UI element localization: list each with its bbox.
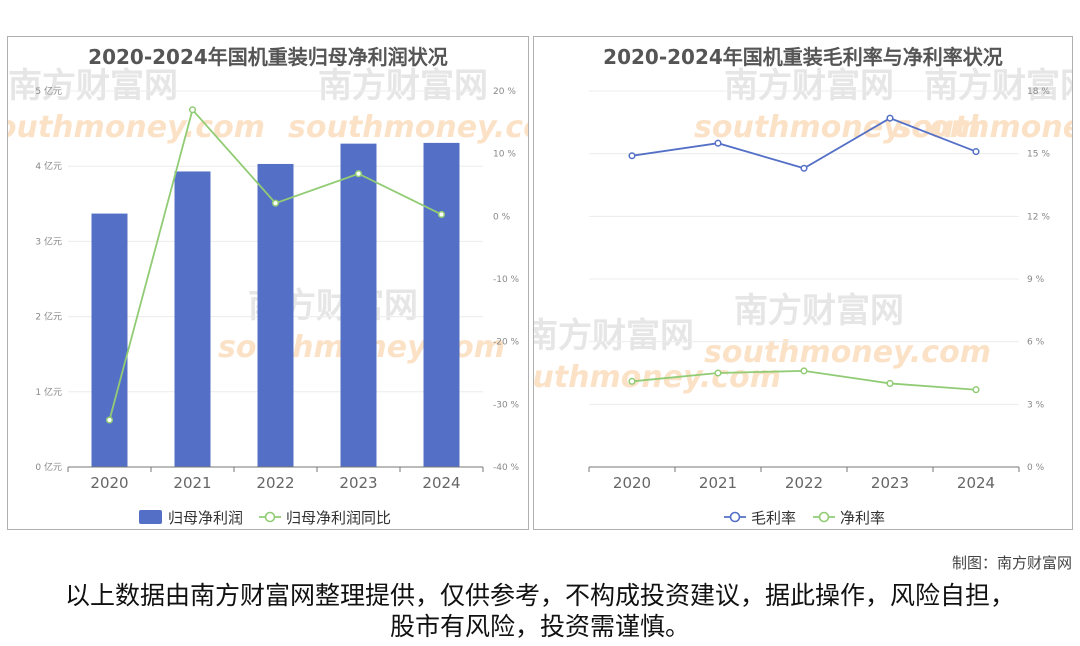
watermark-en: southmoney.com [8, 110, 265, 145]
yoy-point-2023 [354, 170, 363, 178]
watermark-cn: 南方财富网 [724, 66, 894, 106]
x-tick-label: 2020 [90, 474, 128, 492]
gross-margin-point-2020 [628, 152, 636, 160]
y-right-tick-label: 12 % [1027, 212, 1050, 222]
bar-2021 [174, 171, 211, 468]
y-right-tick-label: 10 % [493, 150, 516, 160]
net-margin-point-2023 [886, 379, 894, 387]
y-left-tick-label: 2 亿元 [35, 311, 62, 323]
y-left-tick-label: 0 亿元 [35, 461, 62, 473]
legend-bar-swatch[interactable] [139, 510, 162, 524]
y-right-tick-label: 0 % [1027, 463, 1045, 473]
y-right-tick-label: -20 % [493, 338, 520, 348]
gross-margin-point-2023 [886, 114, 894, 122]
gross-margin-point-2021 [714, 139, 722, 147]
net-margin-point-2020 [628, 377, 636, 385]
gross-margin-point-2024 [972, 148, 980, 156]
watermark-cn: 南方财富网 [734, 291, 904, 331]
x-tick-label: 2023 [871, 474, 909, 492]
yoy-point-2022 [271, 199, 280, 207]
watermark-cn: 南方财富网 [924, 66, 1073, 106]
x-tick-label: 2024 [422, 474, 460, 492]
net-margin-point-2022 [800, 367, 808, 375]
legend-gross-margin-label[interactable]: 毛利率 [751, 509, 796, 527]
y-right-tick-label: 6 % [1027, 338, 1045, 348]
watermark-en: southmoney.com [534, 360, 781, 395]
yoy-point-2020 [105, 416, 114, 424]
y-left-tick-label: 3 亿元 [35, 235, 62, 247]
net-profit-chart-panel: 南方财富网southmoney.com南方财富网southmoney.com南方… [7, 36, 529, 530]
legend-net-margin-label[interactable]: 净利率 [840, 509, 885, 527]
watermark-en: southmoney.com [894, 110, 1073, 145]
x-tick-label: 2024 [957, 474, 995, 492]
legend-net-margin-marker[interactable] [818, 511, 830, 523]
y-right-tick-label: 18 % [1027, 87, 1050, 97]
y-right-tick-label: -30 % [493, 400, 520, 410]
y-right-tick-label: 15 % [1027, 150, 1050, 160]
x-tick-label: 2022 [256, 474, 294, 492]
gross-margin-point-2022 [800, 164, 808, 172]
chart-title: 2020-2024年国机重装毛利率与净利率状况 [603, 45, 1003, 69]
x-tick-label: 2020 [613, 474, 651, 492]
y-right-tick-label: -40 % [493, 463, 520, 473]
disclaimer-text: 以上数据由南方财富网整理提供，仅供参考，不构成投资建议，据此操作，风险自担，股市… [64, 581, 1015, 641]
yoy-point-2021 [188, 106, 197, 114]
x-tick-label: 2021 [173, 474, 211, 492]
watermark-cn: 南方财富网 [534, 316, 694, 356]
chart-title: 2020-2024年国机重装归母净利润状况 [88, 45, 448, 69]
y-left-tick-label: 4 亿元 [35, 160, 62, 172]
watermark-en: southmoney.com [288, 110, 529, 145]
watermark-en: southmoney.com [704, 335, 991, 370]
legend-gross-margin-marker[interactable] [729, 511, 741, 523]
net-margin-point-2021 [714, 369, 722, 377]
y-left-tick-label: 1 亿元 [35, 386, 62, 398]
x-tick-label: 2023 [339, 474, 377, 492]
x-tick-label: 2022 [785, 474, 823, 492]
legend-bar-label[interactable]: 归母净利润 [168, 509, 243, 527]
watermark: 南方财富网southmoney.com南方财富网southmoney.com南方… [534, 66, 1073, 395]
x-tick-label: 2021 [699, 474, 737, 492]
y-left-tick-label: 5 亿元 [35, 85, 62, 97]
margin-chart: 南方财富网southmoney.com南方财富网southmoney.com南方… [534, 66, 1073, 527]
bar-2024 [423, 142, 460, 467]
legend-line-label[interactable]: 归母净利润同比 [286, 509, 391, 527]
chart-credit: 制图：南方财富网 [951, 554, 1072, 572]
net-profit-chart: 南方财富网southmoney.com南方财富网southmoney.com南方… [8, 66, 529, 527]
watermark-en: southmoney.com [694, 110, 981, 145]
watermark-cn: 南方财富网 [318, 66, 488, 106]
margin-chart-panel: 南方财富网 southmoney.com 南方财富网 southmoney.com 南方… [533, 36, 1073, 530]
bar-2023 [340, 143, 377, 467]
y-right-tick-label: -10 % [493, 275, 520, 285]
legend-line-marker[interactable] [264, 511, 276, 523]
net-margin-point-2024 [972, 386, 980, 394]
y-right-tick-label: 0 % [493, 212, 511, 222]
y-right-tick-label: 9 % [1027, 275, 1045, 285]
bar-2022 [257, 163, 294, 467]
bar-2020 [91, 213, 128, 467]
watermark-cn: 南方财富网 [8, 66, 178, 106]
yoy-point-2024 [437, 210, 446, 219]
y-right-tick-label: 20 % [493, 87, 516, 97]
y-right-tick-label: 3 % [1027, 400, 1045, 410]
